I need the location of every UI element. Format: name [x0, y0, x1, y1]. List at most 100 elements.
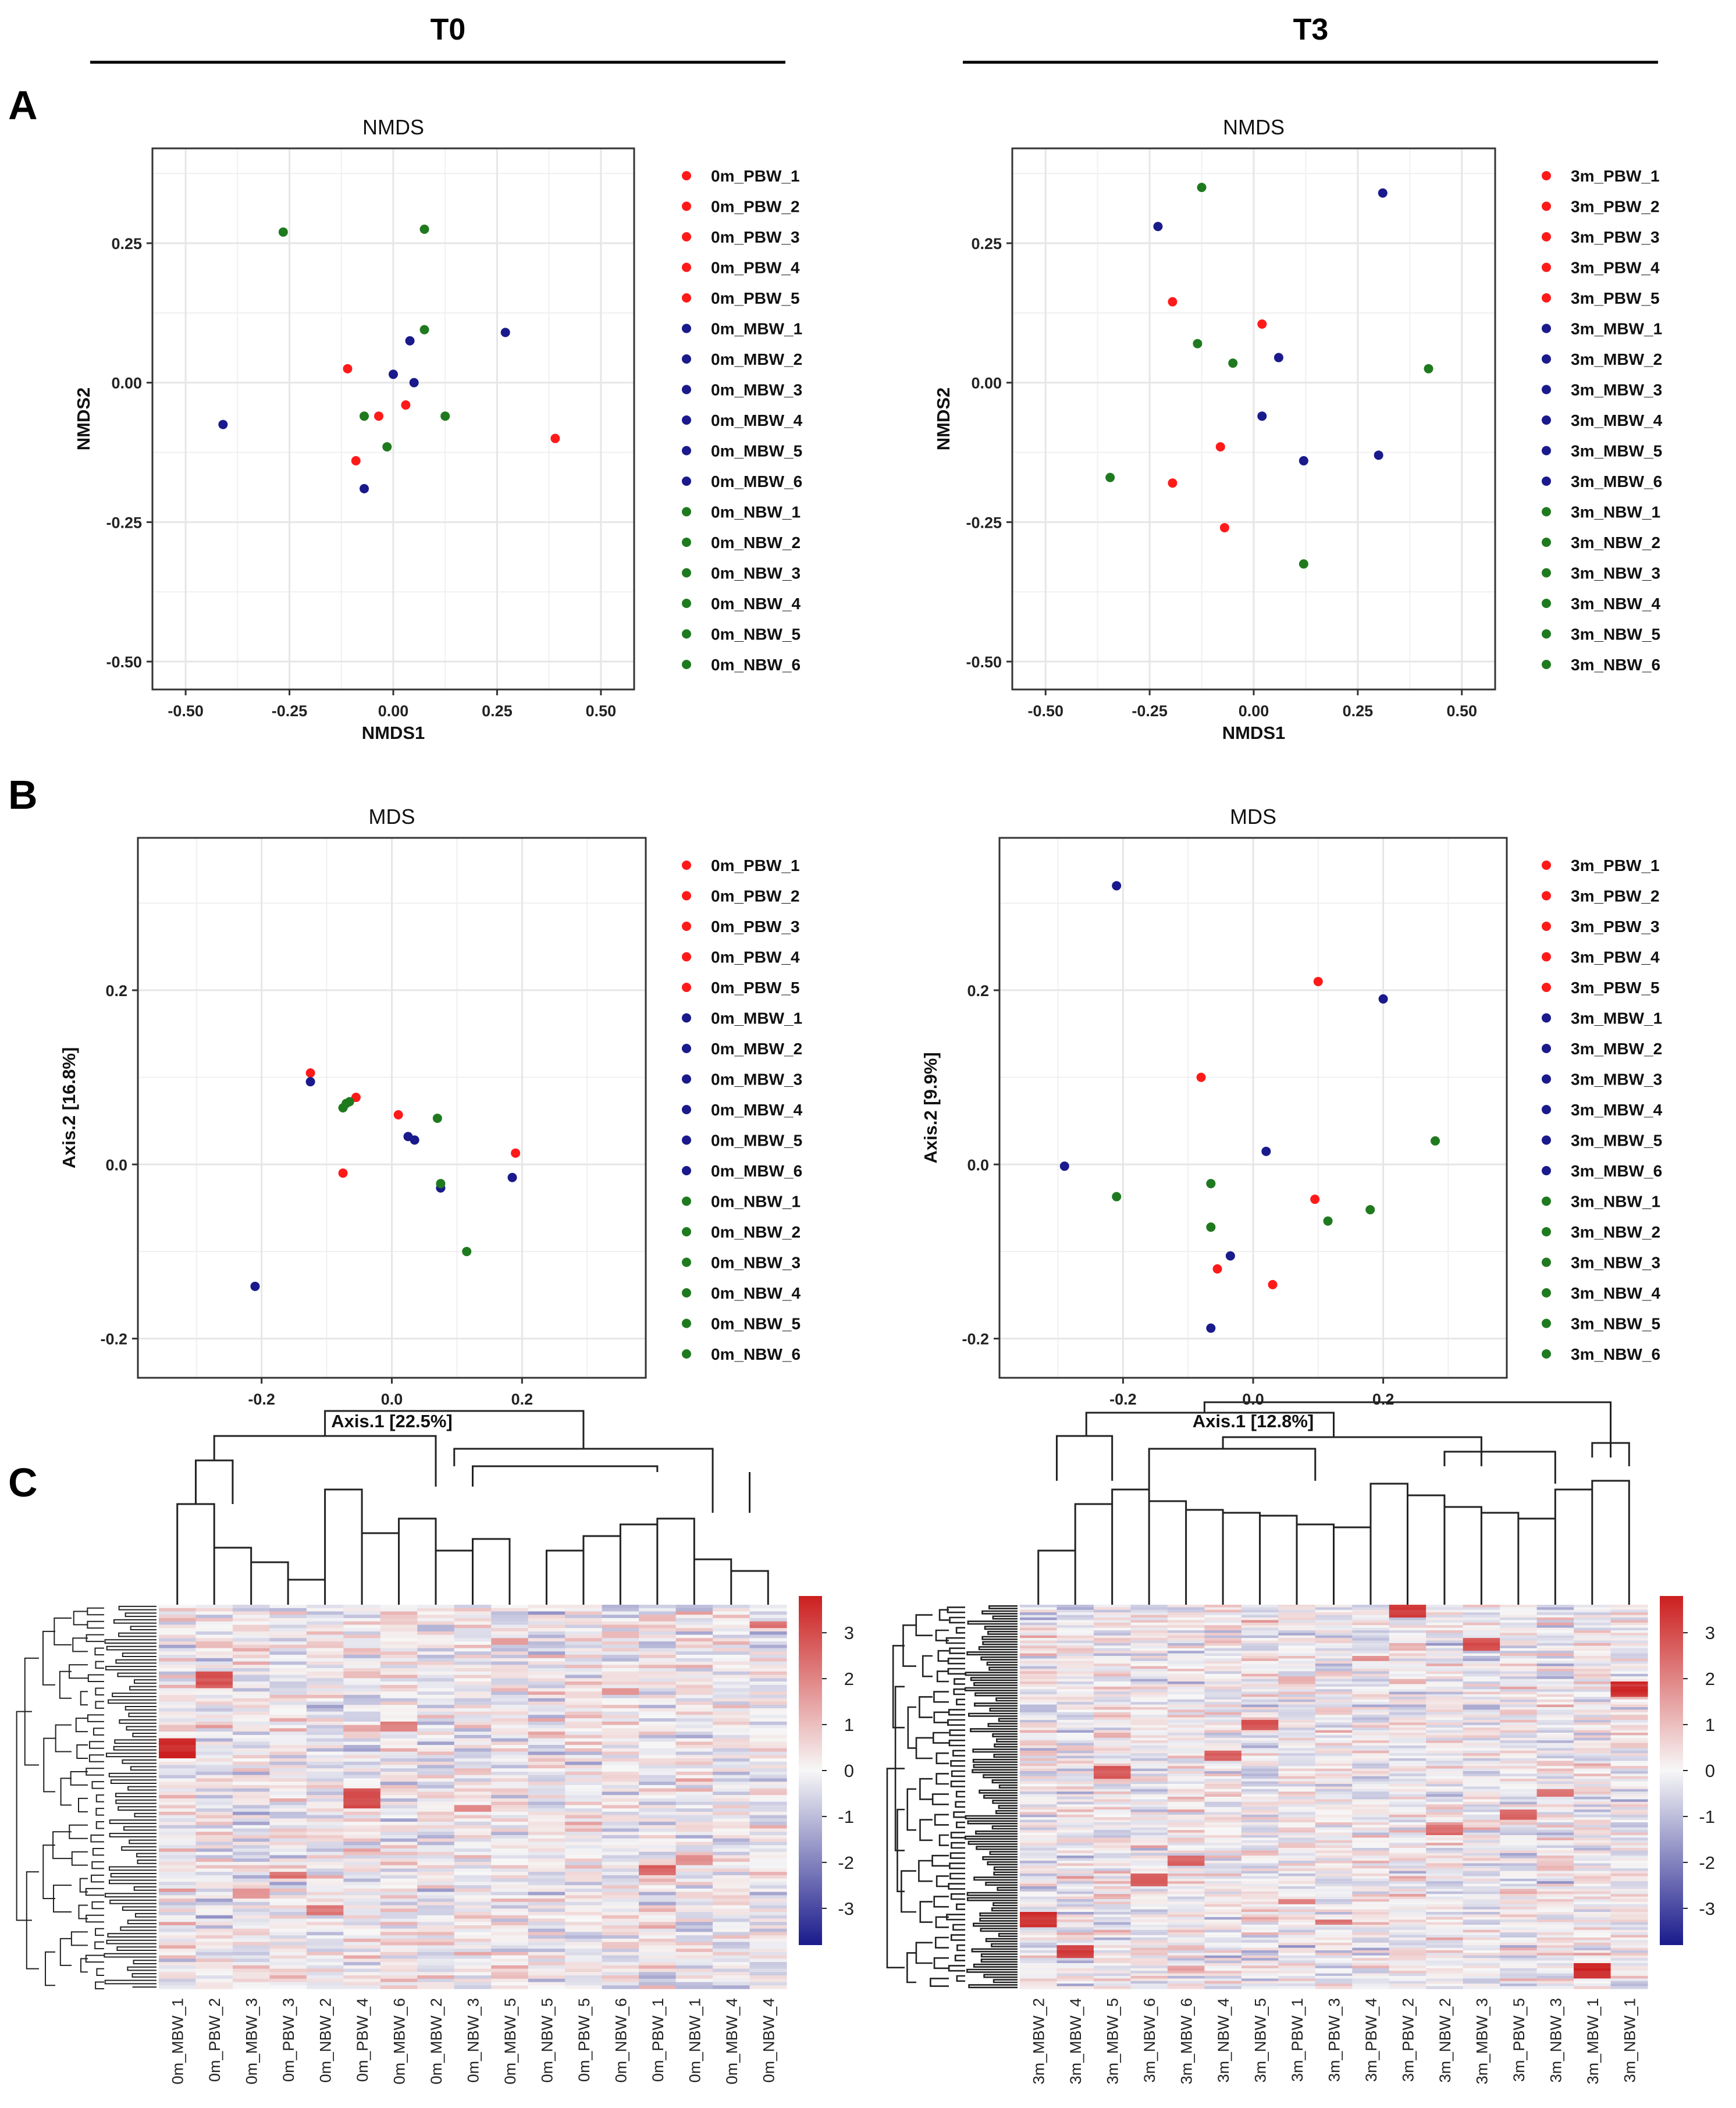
heatmap-cell	[159, 1858, 197, 1862]
heatmap-cell	[1610, 1827, 1648, 1830]
heatmap-cell	[1389, 1653, 1426, 1656]
heatmap-cell	[639, 1955, 677, 1959]
heatmap-cell	[1500, 1801, 1538, 1805]
heatmap-cell	[1204, 1697, 1242, 1700]
heatmap-cell	[380, 1925, 418, 1929]
heatmap-cell	[306, 1734, 344, 1739]
heatmap-cell	[1315, 1822, 1353, 1825]
heatmap-cell	[1500, 1973, 1538, 1977]
heatmap-cell	[749, 1751, 787, 1755]
heatmap-cell	[1426, 1901, 1464, 1905]
heatmap-cell	[565, 1822, 603, 1826]
heatmap-cell	[1020, 1725, 1058, 1728]
heatmap-cell	[454, 1805, 492, 1809]
heatmap-cell	[1426, 1835, 1464, 1838]
heatmap-cell	[1241, 1843, 1279, 1846]
heatmap-cell	[232, 1949, 271, 1953]
heatmap-cell	[1352, 1971, 1390, 1974]
heatmap-cell	[1536, 1894, 1574, 1897]
heatmap-cell	[602, 1758, 639, 1762]
heatmap-cell	[1020, 1848, 1058, 1851]
heatmap-cell	[1130, 1965, 1168, 1969]
heatmap-cell	[713, 1718, 750, 1722]
heatmap-cell	[491, 1701, 529, 1705]
heatmap-cell	[1610, 1810, 1648, 1812]
data-point-mbw	[389, 369, 398, 379]
heatmap-cell	[454, 1734, 492, 1739]
heatmap-cell	[1389, 1817, 1426, 1821]
heatmap-cell	[1574, 1791, 1612, 1795]
heatmap-cell	[1500, 1953, 1538, 1956]
heatmap-cell	[1610, 1609, 1648, 1613]
heatmap-cell	[1610, 1625, 1648, 1629]
heatmap-cell	[1204, 1845, 1242, 1849]
heatmap-cell	[1610, 1755, 1648, 1759]
legend-label: 3m_PBW_1	[1571, 856, 1660, 875]
heatmap-cell	[528, 1671, 565, 1676]
heatmap-cell	[159, 1905, 197, 1909]
heatmap-cell	[1130, 1868, 1168, 1872]
heatmap-cell	[1352, 1919, 1390, 1923]
heatmap-cell	[417, 1651, 455, 1655]
heatmap-cell	[639, 1899, 677, 1903]
heatmap-cell	[1204, 1909, 1242, 1913]
legend-label: 3m_NBW_3	[1571, 1254, 1660, 1272]
heatmap-cell	[1278, 1768, 1316, 1772]
heatmap-cell	[528, 1901, 565, 1906]
heatmap-cell	[343, 1942, 381, 1946]
heatmap-cell	[343, 1718, 381, 1722]
heatmap-cell	[1426, 1814, 1464, 1818]
heatmap-cell	[528, 1775, 565, 1779]
legend-key-nbw	[1542, 568, 1551, 578]
heatmap-cell	[1536, 1791, 1574, 1795]
heatmap-cell	[1426, 1804, 1464, 1808]
heatmap-cell	[454, 1922, 492, 1926]
heatmap-cell	[1241, 1755, 1279, 1759]
heatmap-cell	[1536, 1750, 1574, 1754]
heatmap-cell	[713, 1628, 750, 1632]
heatmap-cell	[343, 1768, 381, 1772]
heatmap-cell	[1056, 1779, 1094, 1782]
heatmap-cell	[1093, 1779, 1132, 1782]
heatmap-cell	[1536, 1822, 1574, 1825]
heatmap-cell	[1020, 1771, 1058, 1774]
data-point-nbw	[419, 325, 429, 335]
heatmap-cell	[195, 1691, 233, 1695]
heatmap-cell	[159, 1935, 197, 1939]
heatmap-cell	[1056, 1832, 1094, 1836]
heatmap-cell	[1056, 1901, 1094, 1905]
heatmap-cell	[528, 1951, 565, 1956]
heatmap-cell	[528, 1835, 565, 1839]
heatmap-cell	[1204, 1605, 1242, 1608]
heatmap-cell	[749, 1638, 787, 1642]
heatmap-cell	[417, 1738, 455, 1742]
heatmap-cell	[1500, 1819, 1538, 1823]
heatmap-cell	[1352, 1942, 1390, 1946]
heatmap-cell	[1204, 1938, 1242, 1940]
heatmap-cell	[1315, 1758, 1353, 1761]
heatmap-cell	[1093, 1865, 1132, 1869]
heatmap-cell	[1610, 1768, 1648, 1772]
heatmap-cell	[1241, 1976, 1279, 1979]
heatmap-cell	[159, 1605, 197, 1609]
heatmap-cell	[1278, 1912, 1316, 1915]
heatmap-cell	[417, 1861, 455, 1866]
heatmap-cell	[1315, 1763, 1353, 1766]
heatmap-cell	[639, 1965, 677, 1970]
heatmap-cell	[1020, 1671, 1058, 1675]
heatmap-cell	[269, 1848, 307, 1853]
heatmap-cell	[713, 1734, 750, 1739]
heatmap-cell	[1056, 1750, 1094, 1754]
heatmap-cell	[1574, 1983, 1612, 1987]
heatmap-cell	[713, 1982, 750, 1986]
heatmap-cell	[1610, 1876, 1648, 1879]
data-point-pbw	[1313, 976, 1323, 986]
heatmap-cell	[491, 1771, 529, 1776]
heatmap-cell	[1389, 1971, 1426, 1974]
heatmap-cell	[1610, 1904, 1648, 1907]
heatmap-cell	[1020, 1766, 1058, 1769]
heatmap-column-label: 3m_PBW_3	[1326, 1998, 1343, 2082]
heatmap-cell	[1278, 1927, 1316, 1931]
heatmap-cell	[749, 1882, 787, 1886]
heatmap-cell	[713, 1865, 750, 1869]
